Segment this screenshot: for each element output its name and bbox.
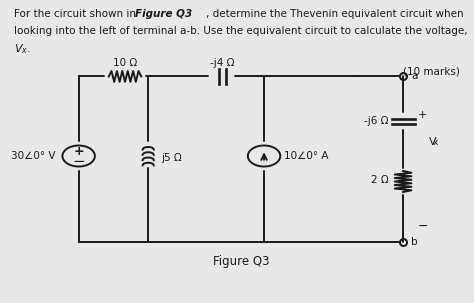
Text: $V_x$.: $V_x$. <box>14 42 31 56</box>
Text: 10 Ω: 10 Ω <box>113 58 137 68</box>
Text: (10 marks): (10 marks) <box>403 67 460 77</box>
Text: +: + <box>418 111 427 121</box>
Text: -j6 Ω: -j6 Ω <box>364 116 388 126</box>
Text: −: − <box>73 154 85 169</box>
Text: +: + <box>73 145 84 158</box>
Text: a: a <box>411 72 418 82</box>
Text: −: − <box>417 220 428 233</box>
Text: looking into the left of terminal a-b. Use the equivalent circuit to calculate t: looking into the left of terminal a-b. U… <box>14 26 468 36</box>
Text: For the circuit shown in: For the circuit shown in <box>14 9 139 19</box>
Text: b: b <box>411 237 418 247</box>
Text: 10∠0° A: 10∠0° A <box>283 151 328 161</box>
Text: x: x <box>432 138 438 147</box>
Text: -j4 Ω: -j4 Ω <box>210 58 235 68</box>
Text: V: V <box>428 138 436 148</box>
Text: Figure Q3: Figure Q3 <box>213 255 269 268</box>
Text: , determine the Thevenin equivalent circuit when: , determine the Thevenin equivalent circ… <box>206 9 464 19</box>
Text: 2 Ω: 2 Ω <box>372 175 389 185</box>
Text: j5 Ω: j5 Ω <box>161 152 182 162</box>
Text: 30∠0° V: 30∠0° V <box>11 151 55 161</box>
Text: Figure Q3: Figure Q3 <box>135 9 192 19</box>
